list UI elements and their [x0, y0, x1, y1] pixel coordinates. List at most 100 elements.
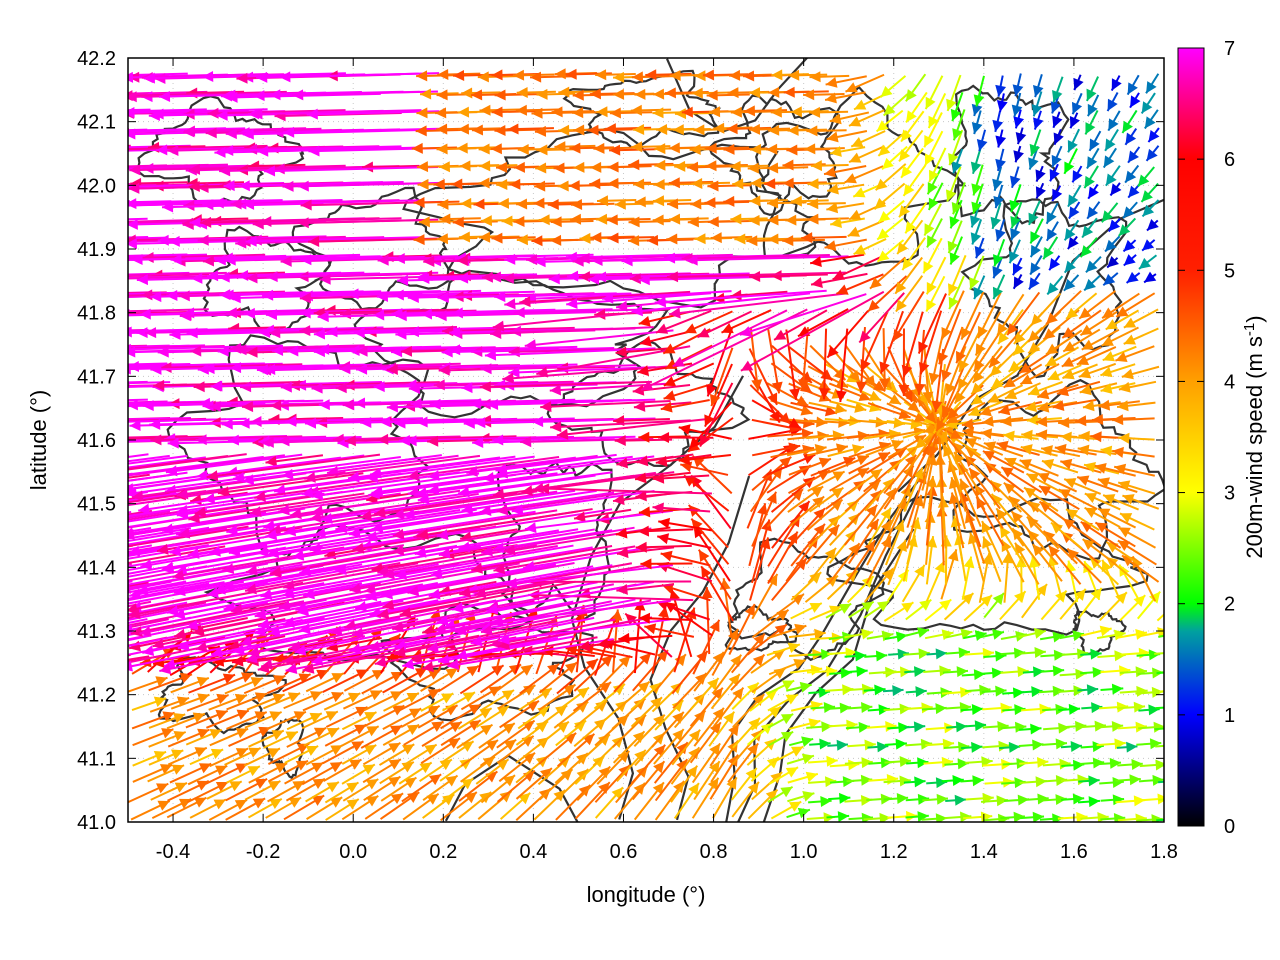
wind-vector	[342, 689, 383, 710]
wind-vector	[128, 653, 131, 657]
wind-vector-shaft	[128, 618, 169, 629]
wind-vector	[731, 681, 760, 710]
wind-vector	[653, 741, 689, 784]
wind-vector	[189, 798, 227, 819]
wind-vector-head	[394, 646, 406, 658]
wind-vector-head	[861, 683, 874, 695]
wind-vector	[921, 703, 947, 715]
wind-vector-head	[781, 680, 795, 691]
wind-vector-head	[309, 712, 322, 723]
wind-vector	[341, 795, 379, 821]
wind-vector-head	[1153, 721, 1164, 733]
wind-vector	[167, 746, 208, 766]
wind-vector-head	[1092, 666, 1104, 678]
wind-vector	[767, 713, 794, 729]
wind-vector	[208, 798, 248, 821]
wind-vector-head	[574, 720, 587, 732]
wind-vector	[248, 762, 288, 784]
wind-vector-shaft	[128, 601, 269, 632]
wind-vector	[494, 663, 534, 693]
wind-vector	[1096, 738, 1126, 750]
wind-vector-head	[498, 633, 510, 645]
wind-vector-head	[638, 315, 651, 327]
wind-vector	[618, 632, 673, 644]
wind-vector-shaft	[128, 580, 187, 594]
wind-vector-head	[254, 625, 267, 637]
wind-vector-shaft	[128, 328, 149, 332]
wind-vector-head	[1088, 775, 1100, 787]
wind-vector-head	[488, 686, 501, 697]
wind-vector-head	[56, 290, 67, 301]
wind-vector-head	[821, 648, 833, 660]
wind-vector	[1135, 686, 1164, 698]
wind-vector	[263, 692, 301, 710]
wind-vector-head	[1111, 683, 1124, 695]
wind-vector	[460, 739, 499, 767]
wind-vector-head	[1052, 631, 1065, 643]
wind-vector	[1116, 701, 1146, 713]
wind-vector-head	[828, 605, 842, 616]
wind-vector-shaft	[673, 607, 696, 673]
wind-vector-shaft	[344, 599, 479, 629]
wind-vector-head	[294, 644, 307, 656]
wind-vector	[128, 327, 130, 330]
wind-vector-head	[71, 529, 83, 540]
wind-vector	[491, 599, 671, 628]
wind-vector	[771, 557, 808, 601]
wind-vector-shaft	[128, 581, 225, 602]
wind-vector-head	[838, 603, 852, 614]
wind-vector-head	[611, 609, 623, 621]
wind-vector-head	[795, 558, 807, 571]
wind-vector	[374, 636, 517, 668]
wind-vector	[128, 782, 169, 804]
wind-vector	[1155, 744, 1164, 748]
wind-vector	[208, 693, 248, 711]
wind-vector-head	[727, 628, 739, 642]
wind-vector-head	[973, 669, 986, 681]
wind-vector-head	[92, 476, 104, 487]
wind-vector-head	[404, 777, 417, 789]
wind-vector	[945, 628, 973, 640]
wind-vector	[148, 749, 184, 766]
wind-vector-head	[9, 290, 20, 301]
wind-vector	[128, 273, 149, 277]
wind-vector-head	[809, 572, 822, 584]
wind-vector-head	[374, 656, 387, 668]
wind-vector	[382, 723, 420, 746]
wind-vector	[128, 491, 148, 496]
wind-vector-head	[707, 678, 719, 690]
wind-vector-head	[445, 775, 458, 787]
wind-vector	[1060, 793, 1085, 805]
wind-vector	[941, 775, 964, 786]
wind-vector	[361, 671, 404, 695]
wind-vector	[751, 771, 783, 801]
wind-vector-shaft	[128, 528, 129, 531]
wind-vector-head	[470, 635, 483, 647]
wind-vector-shaft	[530, 580, 692, 584]
wind-vector-head	[363, 745, 377, 756]
wind-vector-head	[1115, 592, 1127, 604]
wind-vector	[284, 761, 324, 785]
wind-vector-head	[992, 592, 1004, 605]
wind-vector	[945, 794, 967, 806]
wind-vector-shaft	[454, 600, 612, 634]
wind-vector-shaft	[470, 616, 595, 645]
wind-vector-head	[555, 705, 568, 717]
wind-vector-head	[305, 745, 319, 756]
wind-vector-head	[90, 270, 101, 281]
wind-vector	[324, 723, 367, 747]
wind-vector	[187, 764, 228, 786]
wind-vector-head	[840, 667, 852, 679]
wind-vector-shaft	[524, 329, 674, 347]
wind-vector-head	[674, 654, 686, 667]
wind-vector-shaft	[1155, 744, 1164, 748]
wind-vector	[132, 750, 167, 767]
wind-vector-head	[278, 600, 291, 612]
wind-vector-head	[625, 613, 638, 626]
wind-vector	[690, 474, 732, 530]
wind-vector-head	[854, 650, 867, 662]
wind-vector-head	[174, 782, 187, 793]
wind-vector	[943, 592, 975, 621]
wind-vector	[1080, 741, 1104, 753]
wind-vector-head	[370, 628, 383, 641]
